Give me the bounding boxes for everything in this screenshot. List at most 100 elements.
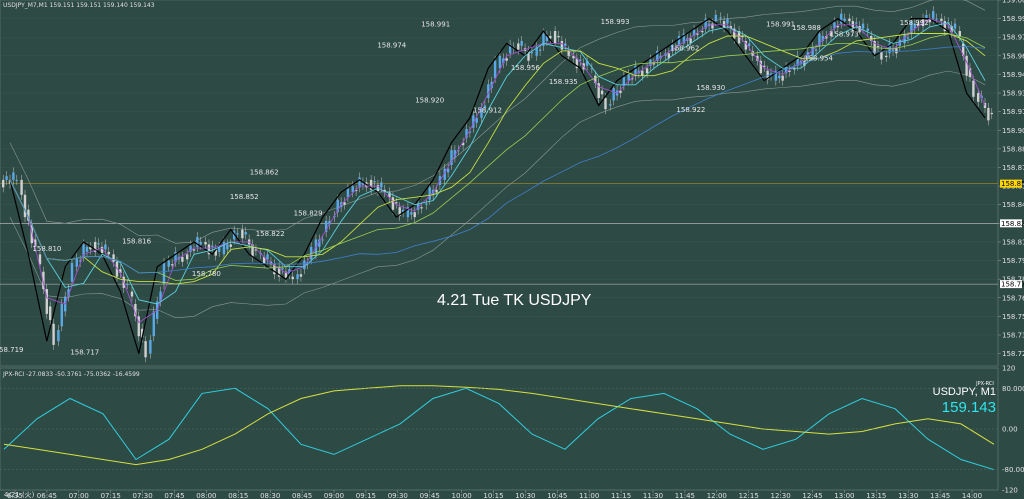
candle xyxy=(870,35,873,41)
time-tick-label: 07:00 xyxy=(69,492,89,499)
candle xyxy=(38,254,42,265)
candle xyxy=(671,44,674,51)
price-box-label: 158.776 xyxy=(1001,281,1024,289)
price-annotation: 158.991 xyxy=(766,20,795,28)
price-tick-label: 158.885 xyxy=(1002,145,1024,153)
candle xyxy=(406,207,410,218)
candle xyxy=(358,177,361,188)
candle xyxy=(369,179,373,190)
candle xyxy=(600,90,604,95)
candle xyxy=(885,55,888,58)
candle xyxy=(487,84,490,99)
candle xyxy=(682,33,686,44)
candle xyxy=(284,271,288,278)
candle xyxy=(222,241,226,255)
time-tick-label: 07:30 xyxy=(133,492,153,499)
center-title: 4.21 Tue TK USDJPY xyxy=(437,292,592,309)
rci-indicator xyxy=(3,385,995,471)
rci-tick-label: 0.00 xyxy=(1002,426,1018,434)
candle xyxy=(192,249,196,251)
candle xyxy=(696,33,699,35)
candle xyxy=(85,246,89,252)
candle xyxy=(27,209,30,221)
candle xyxy=(229,244,232,247)
candle xyxy=(204,241,207,245)
candle xyxy=(321,239,324,241)
candle xyxy=(950,26,953,33)
candle xyxy=(567,50,570,56)
candle xyxy=(140,328,144,338)
candle xyxy=(453,150,457,158)
candle xyxy=(480,107,483,118)
candle xyxy=(910,21,913,34)
price-box-label: 158.857 xyxy=(1001,180,1024,188)
candle xyxy=(756,55,759,61)
price-tick-label: 158.990 xyxy=(1002,15,1024,23)
moving-average-line xyxy=(9,33,986,281)
candle xyxy=(508,44,512,54)
candle xyxy=(346,188,350,198)
candle xyxy=(788,70,791,72)
candle xyxy=(549,35,552,39)
candle xyxy=(873,40,876,54)
candle xyxy=(861,23,865,29)
time-tick-label: 10:30 xyxy=(515,492,535,499)
candle xyxy=(759,60,763,74)
candle xyxy=(722,21,726,28)
candle xyxy=(398,207,401,216)
price-annotation: 158.930 xyxy=(696,84,725,92)
candle xyxy=(677,35,681,46)
candle xyxy=(134,303,137,317)
price-annotation: 158.962 xyxy=(670,44,699,52)
candle xyxy=(199,241,202,245)
time-tick-label: 11:45 xyxy=(675,492,695,499)
candle xyxy=(435,189,438,193)
candle xyxy=(542,33,545,46)
candle xyxy=(70,263,74,282)
candle xyxy=(296,274,299,280)
candle xyxy=(373,181,376,183)
candle xyxy=(714,14,718,22)
candle xyxy=(82,244,85,257)
candle xyxy=(241,229,244,239)
time-tick-label: 6:35 xyxy=(7,492,23,499)
price-annotation: 158.988 xyxy=(792,24,821,32)
price-tick-label: 158.750 xyxy=(1002,313,1024,321)
price-annotation: 158.719 xyxy=(0,346,23,354)
candle xyxy=(170,264,174,266)
price-annotation: 158.816 xyxy=(122,237,151,245)
candle xyxy=(217,246,221,252)
candle xyxy=(594,75,597,84)
candle xyxy=(913,23,917,29)
candle xyxy=(465,129,468,138)
time-tick-label: 10:15 xyxy=(483,492,503,499)
candle xyxy=(778,75,781,79)
time-tick-label: 12:00 xyxy=(707,492,727,499)
price-annotation: 158.717 xyxy=(70,348,99,356)
main-grid xyxy=(0,0,998,354)
time-tick-label: 08:45 xyxy=(292,492,312,499)
candle xyxy=(89,246,92,250)
candle xyxy=(811,47,814,56)
candle xyxy=(291,276,294,280)
candle xyxy=(855,22,858,24)
candle xyxy=(299,274,303,277)
candle xyxy=(413,212,416,218)
candle xyxy=(814,49,818,51)
time-tick-label: 11:00 xyxy=(579,492,599,499)
candle xyxy=(251,244,254,257)
candle xyxy=(553,31,557,44)
upper-band xyxy=(9,0,986,244)
candle xyxy=(641,70,644,76)
price-tick-label: 158.720 xyxy=(1002,350,1024,358)
candle xyxy=(401,209,405,213)
candle xyxy=(443,168,446,180)
price-annotation: 158.912 xyxy=(473,106,502,114)
candle xyxy=(833,22,836,29)
candle xyxy=(493,60,497,79)
price-tick-label: 158.840 xyxy=(1002,201,1024,209)
time-tick-label: 12:30 xyxy=(771,492,791,499)
candle xyxy=(112,254,115,262)
price-annotation: 158.992 xyxy=(900,19,929,27)
